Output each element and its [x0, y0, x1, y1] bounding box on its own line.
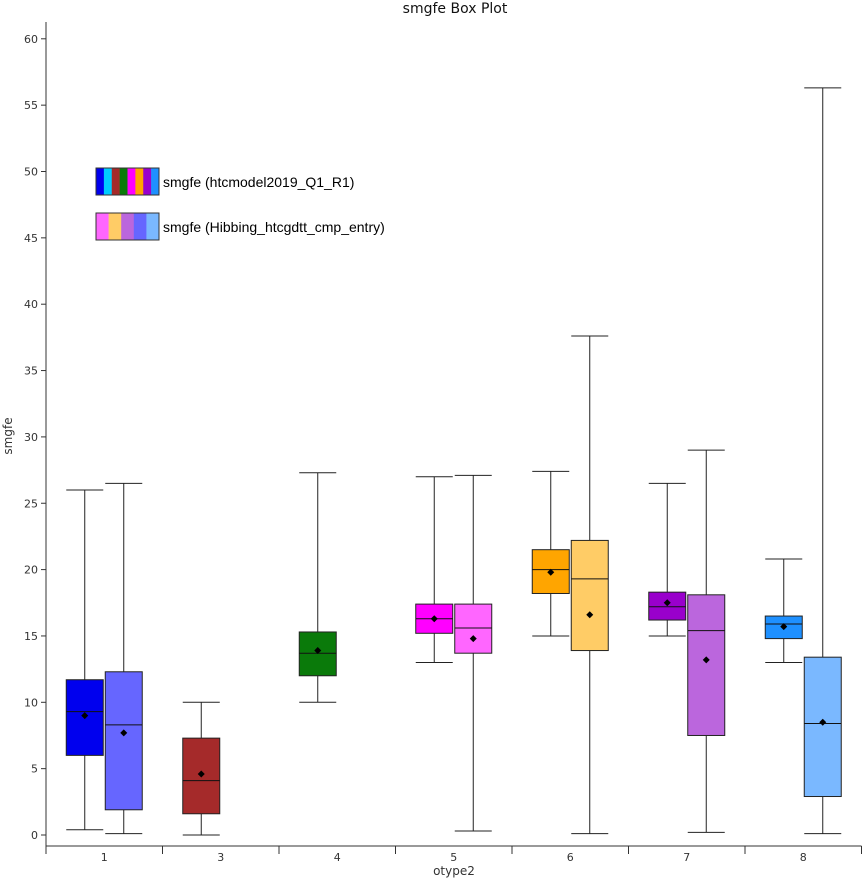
legend-swatch-stripe: [151, 168, 159, 195]
legend: smgfe (htcmodel2019_Q1_R1) smgfe (Hibbin…: [96, 168, 385, 240]
x-tick-label: 4: [334, 851, 341, 864]
legend-swatch-stripe: [146, 213, 159, 240]
legend-swatch-stripe: [112, 168, 120, 195]
legend-swatch-series-2: [96, 213, 159, 240]
legend-swatch-stripe: [120, 168, 128, 195]
legend-label-series-1: smgfe (htcmodel2019_Q1_R1): [163, 174, 354, 190]
y-tick-label: 45: [24, 232, 38, 245]
y-tick-label: 30: [24, 431, 38, 444]
y-tick-label: 15: [24, 630, 38, 643]
y-tick-label: 60: [24, 33, 38, 46]
box-body: [804, 657, 841, 796]
legend-swatch-stripe: [121, 213, 134, 240]
legend-swatch-stripe: [96, 213, 109, 240]
legend-swatch-stripe: [109, 213, 122, 240]
y-tick-label: 5: [31, 763, 38, 776]
y-axis-title: smgfe: [1, 417, 15, 454]
box-1-cat-1: [66, 490, 103, 830]
box-2-cat-8: [804, 88, 841, 834]
x-axis: 1 3 4 5 6 7 8: [46, 846, 862, 864]
x-tick-label: 1: [101, 851, 108, 864]
x-tick-label: 3: [217, 851, 224, 864]
y-tick-label: 25: [24, 497, 38, 510]
box-body: [105, 672, 142, 810]
box-1-cat-5: [416, 477, 453, 663]
y-tick-label: 55: [24, 99, 38, 112]
box-series: [66, 88, 841, 835]
legend-label-series-2: smgfe (Hibbing_htcgdtt_cmp_entry): [163, 219, 385, 235]
box-1-cat-8: [765, 559, 802, 663]
x-tick-label: 6: [567, 851, 574, 864]
box-2-cat-6: [571, 336, 608, 834]
y-tick-label: 0: [31, 829, 38, 842]
y-tick-label: 35: [24, 365, 38, 378]
y-tick-label: 50: [24, 166, 38, 179]
x-tick-label: 8: [800, 851, 807, 864]
legend-swatch-stripe: [104, 168, 112, 195]
box-1-cat-4: [299, 473, 336, 703]
legend-swatch-stripe: [135, 168, 143, 195]
y-tick-label: 20: [24, 564, 38, 577]
box-1-cat-7: [649, 483, 686, 636]
box-1-cat-3: [183, 702, 220, 835]
legend-swatch-stripe: [128, 168, 136, 195]
legend-swatch-series-1: [96, 168, 159, 195]
box-body: [571, 540, 608, 650]
box-body: [688, 595, 725, 736]
box-1-cat-6: [532, 471, 569, 636]
y-tick-label: 10: [24, 696, 38, 709]
box-2-cat-5: [455, 475, 492, 831]
x-axis-title: otype2: [433, 864, 475, 878]
box-body: [455, 604, 492, 653]
x-tick-label: 5: [450, 851, 457, 864]
legend-swatch-stripe: [96, 168, 104, 195]
y-axis: 0 5 10 15 20 25 30 35 40 45 50 55 60: [24, 22, 46, 846]
chart-title: smgfe Box Plot: [403, 1, 508, 17]
legend-swatch-stripe: [143, 168, 151, 195]
x-tick-label: 7: [683, 851, 690, 864]
box-2-cat-1: [105, 483, 142, 833]
legend-swatch-stripe: [134, 213, 147, 240]
y-tick-label: 40: [24, 298, 38, 311]
box-2-cat-7: [688, 450, 725, 832]
